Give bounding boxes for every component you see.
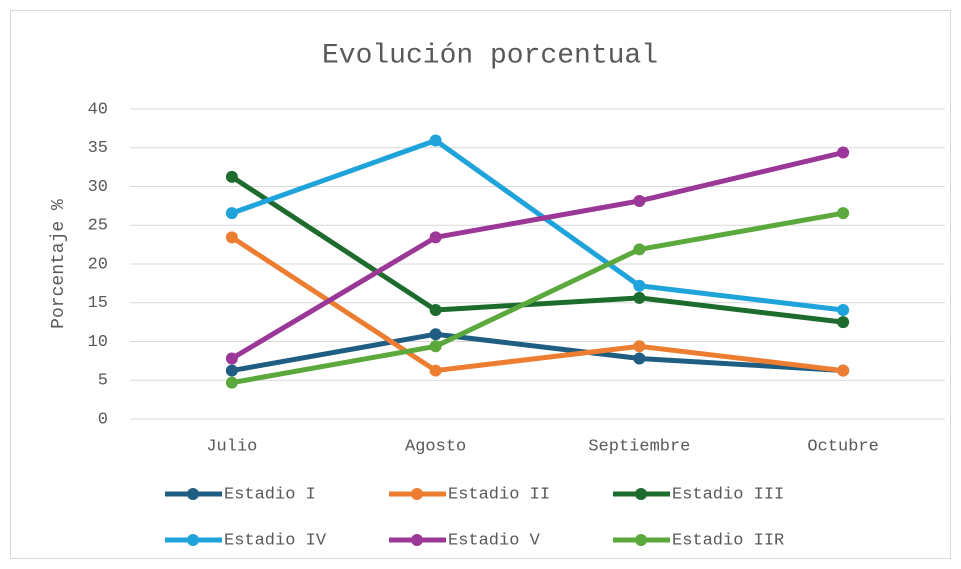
data-point (633, 243, 646, 256)
data-point (225, 376, 238, 389)
data-point (225, 207, 238, 220)
data-point (837, 316, 850, 329)
legend-marker (187, 534, 199, 546)
x-tick-label: Agosto (405, 437, 466, 456)
data-point (633, 194, 646, 207)
data-point (225, 364, 238, 377)
x-tick-label: Octubre (807, 437, 878, 456)
series-line (230, 174, 844, 325)
data-point (633, 291, 646, 304)
data-point (429, 328, 442, 341)
series-line (231, 137, 844, 313)
data-point (429, 134, 442, 147)
y-tick-label: 35 (88, 139, 108, 158)
data-point (225, 352, 238, 365)
data-point (225, 231, 238, 244)
series-line (230, 150, 844, 361)
data-point (429, 340, 442, 353)
series-line (231, 210, 844, 386)
data-point (429, 364, 442, 377)
y-tick-label: 15 (88, 294, 108, 313)
y-tick-label: 20 (88, 255, 108, 274)
data-point (837, 364, 850, 377)
y-tick-label: 40 (88, 100, 108, 119)
series-line (231, 331, 844, 374)
x-tick-label: Septiembre (588, 437, 690, 456)
data-point (633, 352, 646, 365)
legend-label: Estadio IIR (672, 531, 784, 550)
legend-marker (187, 488, 199, 500)
data-point (429, 304, 442, 317)
legend-marker (411, 488, 423, 500)
data-point (225, 170, 238, 183)
legend-label: Estadio III (672, 485, 784, 504)
chart-border (10, 10, 951, 559)
chart-title: Evolución porcentual (322, 40, 658, 71)
legend-marker (635, 488, 647, 500)
data-point (633, 279, 646, 292)
data-point (633, 340, 646, 353)
y-axis-title: Porcentaje % (49, 199, 69, 329)
data-point (429, 231, 442, 244)
legend-label: Estadio V (448, 531, 541, 550)
data-point (837, 304, 850, 317)
legend-label: Estadio IV (224, 531, 327, 550)
data-point (837, 146, 850, 159)
legend-label: Estadio I (224, 485, 316, 504)
legend-marker (635, 534, 647, 546)
y-tick-label: 10 (88, 333, 108, 352)
x-tick-label: Julio (206, 437, 257, 456)
data-point (837, 207, 850, 220)
legend-marker (411, 534, 423, 546)
series-line (230, 235, 844, 374)
y-tick-label: 30 (88, 178, 108, 197)
y-tick-label: 5 (98, 372, 108, 391)
legend-label: Estadio II (448, 485, 550, 504)
y-tick-label: 0 (98, 410, 108, 429)
y-tick-label: 25 (88, 217, 108, 236)
